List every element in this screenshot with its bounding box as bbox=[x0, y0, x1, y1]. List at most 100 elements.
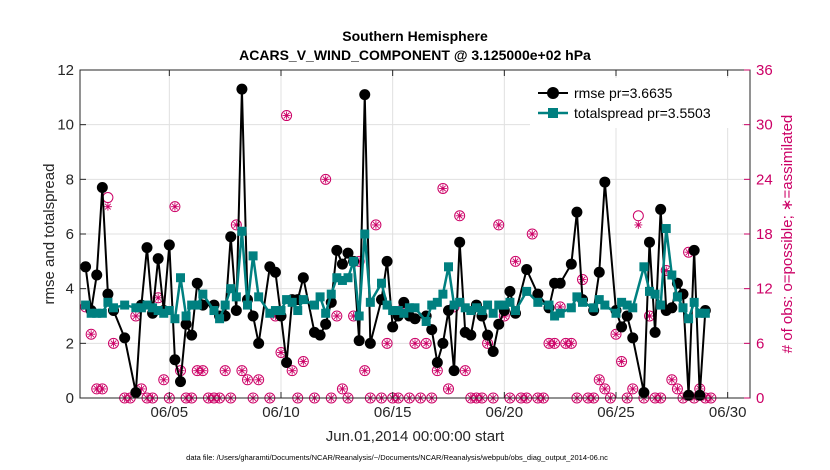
totalspread-point bbox=[176, 273, 185, 283]
obs-assimilated-marker bbox=[109, 339, 118, 348]
obs-assimilated-marker bbox=[277, 348, 285, 357]
obs-assimilated-marker bbox=[103, 202, 112, 211]
totalspread-point bbox=[639, 262, 649, 272]
totalspread-point bbox=[159, 308, 169, 318]
chart-subtitle: ACARS_V_WIND_COMPONENT @ 3.125000e+02 hP… bbox=[239, 47, 591, 63]
obs-possible-marker bbox=[336, 383, 348, 395]
totalspread-point bbox=[265, 308, 275, 318]
obs-possible-marker bbox=[493, 219, 505, 231]
legend-spread-label: totalspread pr=3.5503 bbox=[574, 105, 711, 121]
y2-tick-label: 36 bbox=[756, 62, 773, 79]
obs-possible-marker bbox=[370, 219, 382, 231]
y-tick-label: 10 bbox=[57, 117, 74, 134]
rmse-point bbox=[431, 356, 443, 368]
x-tick-label: 06/10 bbox=[262, 404, 300, 421]
rmse-point bbox=[119, 332, 131, 344]
obs-assimilated-marker bbox=[595, 375, 604, 384]
totalspread-point bbox=[326, 289, 336, 299]
totalspread-point bbox=[226, 284, 236, 294]
rmse-point bbox=[320, 318, 332, 330]
totalspread-point bbox=[550, 311, 560, 321]
rmse-point bbox=[638, 387, 650, 399]
rmse-point bbox=[152, 253, 164, 265]
totalspread-point bbox=[611, 308, 621, 318]
obs-assimilated-marker bbox=[198, 366, 207, 375]
totalspread-point bbox=[689, 297, 699, 307]
totalspread-point bbox=[360, 229, 370, 239]
totalspread-point bbox=[466, 306, 476, 316]
obs-assimilated-marker bbox=[332, 312, 341, 320]
totalspread-point bbox=[522, 286, 532, 296]
totalspread-point bbox=[298, 295, 308, 305]
totalspread-point bbox=[354, 311, 364, 321]
rmse-point bbox=[532, 288, 544, 300]
rmse-point bbox=[593, 266, 605, 278]
totalspread-point bbox=[678, 303, 688, 313]
totalspread-point bbox=[170, 314, 180, 324]
totalspread-point bbox=[578, 297, 587, 307]
totalspread-point bbox=[645, 286, 654, 296]
totalspread-point bbox=[555, 308, 565, 318]
rmse-point bbox=[465, 329, 477, 341]
totalspread-point bbox=[432, 297, 442, 307]
totalspread-point bbox=[337, 275, 347, 285]
rmse-point bbox=[621, 310, 633, 322]
obs-assimilated-marker bbox=[617, 357, 626, 366]
totalspread-point bbox=[544, 300, 554, 310]
totalspread-point bbox=[617, 297, 627, 307]
rmse-point bbox=[683, 389, 695, 401]
obs-possible-marker bbox=[437, 182, 449, 194]
totalspread-point bbox=[131, 303, 141, 313]
rmse-point bbox=[80, 261, 92, 273]
rmse-point bbox=[102, 288, 114, 300]
x-axis-label: Jun.01,2014 00:00:00 start bbox=[326, 428, 505, 445]
obs-assimilated-marker bbox=[600, 384, 609, 393]
obs-assimilated-marker bbox=[634, 220, 643, 229]
obs-assimilated-marker bbox=[237, 366, 246, 375]
obs-assimilated-marker bbox=[545, 339, 553, 348]
totalspread-point bbox=[488, 308, 498, 318]
totalspread-point bbox=[243, 300, 252, 310]
rmse-point bbox=[627, 332, 639, 344]
obs-assimilated-marker bbox=[567, 339, 576, 348]
totalspread-point bbox=[460, 303, 470, 313]
rmse-point bbox=[96, 182, 108, 194]
obs-possible-marker bbox=[381, 337, 393, 349]
totalspread-point bbox=[667, 270, 677, 280]
y2-tick-label: 0 bbox=[756, 390, 764, 407]
y2-axis-ticks: 0 6 12 18 24 30 36 bbox=[744, 62, 773, 407]
totalspread-point bbox=[444, 262, 453, 272]
rmse-point bbox=[644, 236, 655, 248]
legend-item-spread: totalspread pr=3.5503 bbox=[538, 105, 711, 121]
obs-assimilated-marker bbox=[550, 339, 559, 348]
totalspread-point bbox=[410, 303, 420, 313]
obs-possible-marker bbox=[526, 228, 538, 240]
totalspread-point bbox=[310, 300, 319, 310]
rmse-point bbox=[342, 247, 354, 259]
totalspread-point bbox=[399, 308, 409, 318]
obs-assimilated-marker bbox=[349, 312, 358, 320]
rmse-point bbox=[91, 269, 103, 281]
obs-assimilated-marker bbox=[87, 330, 96, 339]
rmse-point bbox=[247, 310, 259, 322]
obs-possible-marker bbox=[108, 337, 119, 349]
totalspread-point bbox=[198, 289, 208, 299]
obs-assimilated-marker bbox=[232, 220, 241, 229]
obs-assimilated-marker bbox=[673, 384, 682, 393]
obs-assimilated-marker bbox=[556, 302, 565, 311]
totalspread-point bbox=[382, 300, 392, 310]
totalspread-point bbox=[494, 300, 504, 310]
totalspread-point bbox=[388, 306, 398, 316]
rmse-point bbox=[565, 258, 577, 270]
totalspread-point bbox=[103, 297, 113, 307]
obs-assimilated-marker bbox=[561, 339, 570, 348]
obs-possible-marker bbox=[599, 383, 611, 395]
rmse-point bbox=[269, 266, 281, 278]
rmse-point bbox=[381, 255, 393, 267]
obs-possible-marker bbox=[158, 374, 170, 386]
legend: rmse pr=3.6635 totalspread pr=3.5503 bbox=[530, 78, 742, 128]
obs-assimilated-marker bbox=[288, 366, 297, 375]
totalspread-point bbox=[153, 306, 163, 316]
rmse-point bbox=[599, 176, 611, 188]
rmse-point bbox=[387, 321, 399, 333]
